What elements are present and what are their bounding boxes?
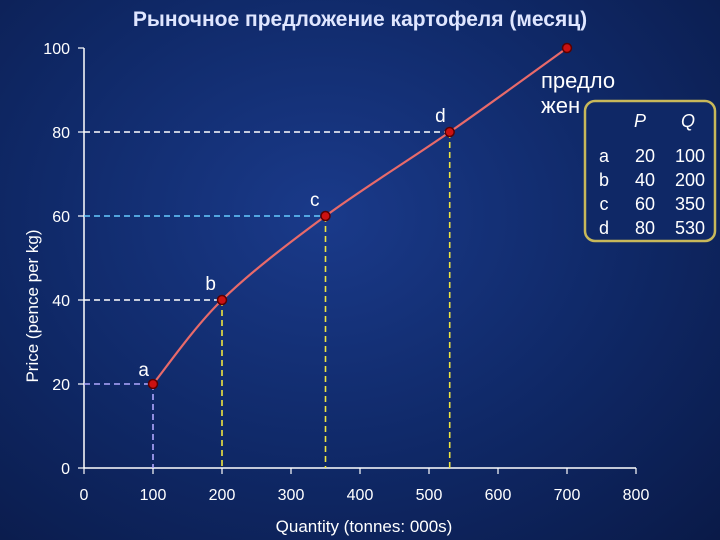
x-tick-label: 0 <box>80 487 89 504</box>
table-cell-p: 20 <box>635 146 655 166</box>
x-tick-label: 700 <box>554 487 581 504</box>
guide-lines <box>84 131 451 468</box>
point-label-b: b <box>205 274 216 295</box>
curve-label-line: предло <box>541 68 615 93</box>
y-tick-label: 80 <box>52 125 70 142</box>
y-tick-label: 60 <box>52 209 70 226</box>
table-cell-p: 40 <box>635 170 655 190</box>
data-point-b <box>216 294 228 306</box>
x-tick-label: 200 <box>209 487 236 504</box>
table-row-label: a <box>599 146 610 166</box>
table-row-label: b <box>599 170 609 190</box>
y-tick-label: 20 <box>52 377 70 394</box>
table-cell-q: 350 <box>675 194 705 214</box>
y-tick-label: 40 <box>52 293 70 310</box>
point-label-a: a <box>138 360 149 381</box>
data-table: P Qa 20 100 b 40 200 c 60 350 d 80 530 <box>583 99 717 243</box>
table-cell-p: 80 <box>635 218 655 238</box>
point-labels: a b c d <box>138 106 445 381</box>
x-tick-label: 300 <box>278 487 305 504</box>
table-row-label: d <box>599 218 609 238</box>
table-cell-q: 100 <box>675 146 705 166</box>
data-table-box <box>583 99 717 243</box>
x-axis-label: Quantity (tonnes: 000s) <box>276 517 453 536</box>
data-point-end <box>561 42 573 54</box>
table-row-label: c <box>600 194 609 214</box>
supply-curve-line <box>152 47 568 385</box>
x-tick-label: 800 <box>623 487 650 504</box>
curve-label: предложен <box>541 68 615 118</box>
data-point-c <box>320 210 331 222</box>
table-cell-q: 530 <box>675 218 705 238</box>
data-point-a <box>147 378 159 390</box>
axes <box>78 47 637 474</box>
x-tick-label: 500 <box>416 487 443 504</box>
point-label-c: c <box>310 190 320 211</box>
tick-labels: 0 20 40 60 80 100 0 100 200 300 400 500 600 700 800 Qua… <box>23 41 649 536</box>
supply-curve <box>152 47 568 385</box>
y-tick-label: 0 <box>61 461 70 478</box>
y-tick-label: 100 <box>43 41 70 58</box>
point-label-d: d <box>435 106 446 127</box>
y-axis-label: Price (pence per kg) <box>23 229 42 382</box>
table-cell-p: 60 <box>635 194 655 214</box>
data-point-d <box>444 126 455 138</box>
x-tick-label: 400 <box>347 487 374 504</box>
x-tick-label: 600 <box>485 487 512 504</box>
data-points <box>147 42 573 390</box>
table-header-q: Q <box>681 111 695 131</box>
table-header-p: P <box>634 111 646 131</box>
chart-title: Рыночное предложение картофеля (месяц) <box>132 8 588 31</box>
curve-label-line: жен <box>541 93 580 118</box>
x-tick-label: 100 <box>140 487 167 504</box>
table-cell-q: 200 <box>675 170 705 190</box>
